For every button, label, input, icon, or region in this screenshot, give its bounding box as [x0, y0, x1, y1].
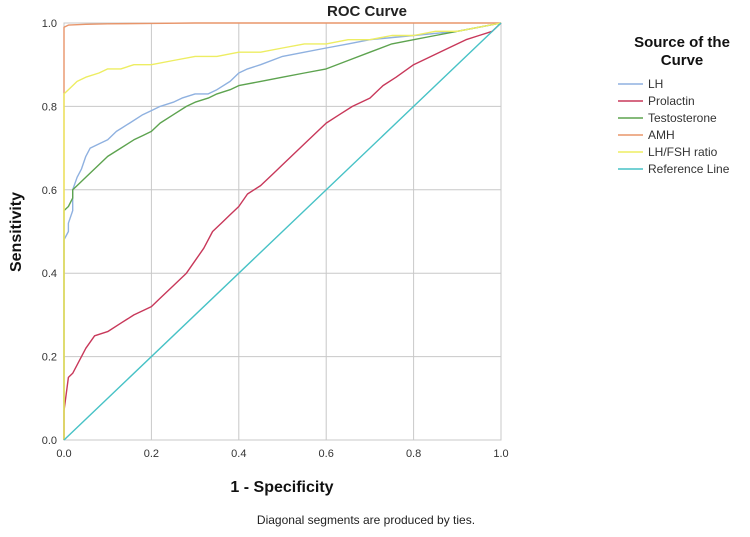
x-axis-label: 1 - Specificity: [230, 479, 333, 496]
y-tick-label: 0.2: [42, 352, 57, 364]
x-axis-ticks: 0.0 0.2 0.4 0.6 0.8 1.0: [56, 448, 508, 460]
legend: Source of the Curve LH Prolactin Testoster…: [618, 34, 730, 176]
legend-label-testosterone: Testosterone: [648, 111, 717, 125]
legend-label-amh: AMH: [648, 128, 675, 142]
y-axis-ticks: 0.0 0.2 0.4 0.6 0.8 1.0: [42, 18, 57, 447]
legend-label-lh: LH: [648, 77, 663, 91]
legend-label-prolactin: Prolactin: [648, 94, 695, 108]
y-axis-label: Sensitivity: [8, 192, 25, 272]
footnote: Diagonal segments are produced by ties.: [257, 513, 475, 527]
grid: [64, 23, 501, 440]
series-line-prolactin: [63, 22, 502, 440]
series-line-testosterone: [63, 22, 502, 440]
x-tick-label: 0.2: [144, 448, 159, 460]
legend-label-reference-line: Reference Line: [648, 162, 730, 176]
legend-items: LH Prolactin Testosterone AMH LH/FSH ratio Re…: [618, 77, 730, 176]
x-tick-label: 0.4: [231, 448, 246, 460]
x-tick-label: 1.0: [493, 448, 508, 460]
series-line-lh-fsh-ratio: [63, 22, 502, 440]
series-line-reference-line: [63, 22, 502, 441]
y-tick-label: 0.4: [42, 268, 57, 280]
x-tick-label: 0.0: [56, 448, 71, 460]
x-tick-label: 0.6: [319, 448, 334, 460]
legend-title-line-2: Curve: [661, 52, 704, 69]
series-line-amh: [63, 22, 501, 440]
x-tick-label: 0.8: [406, 448, 421, 460]
series-lines: [63, 22, 502, 441]
legend-label-lh-fsh-ratio: LH/FSH ratio: [648, 145, 718, 159]
legend-title-line-1: Source of the: [634, 34, 730, 51]
series-line-lh: [63, 22, 502, 440]
chart-title: ROC Curve: [327, 3, 407, 20]
y-tick-label: 0.6: [42, 185, 57, 197]
y-tick-label: 1.0: [42, 18, 57, 30]
y-tick-label: 0.8: [42, 101, 57, 113]
y-tick-label: 0.0: [42, 435, 57, 447]
